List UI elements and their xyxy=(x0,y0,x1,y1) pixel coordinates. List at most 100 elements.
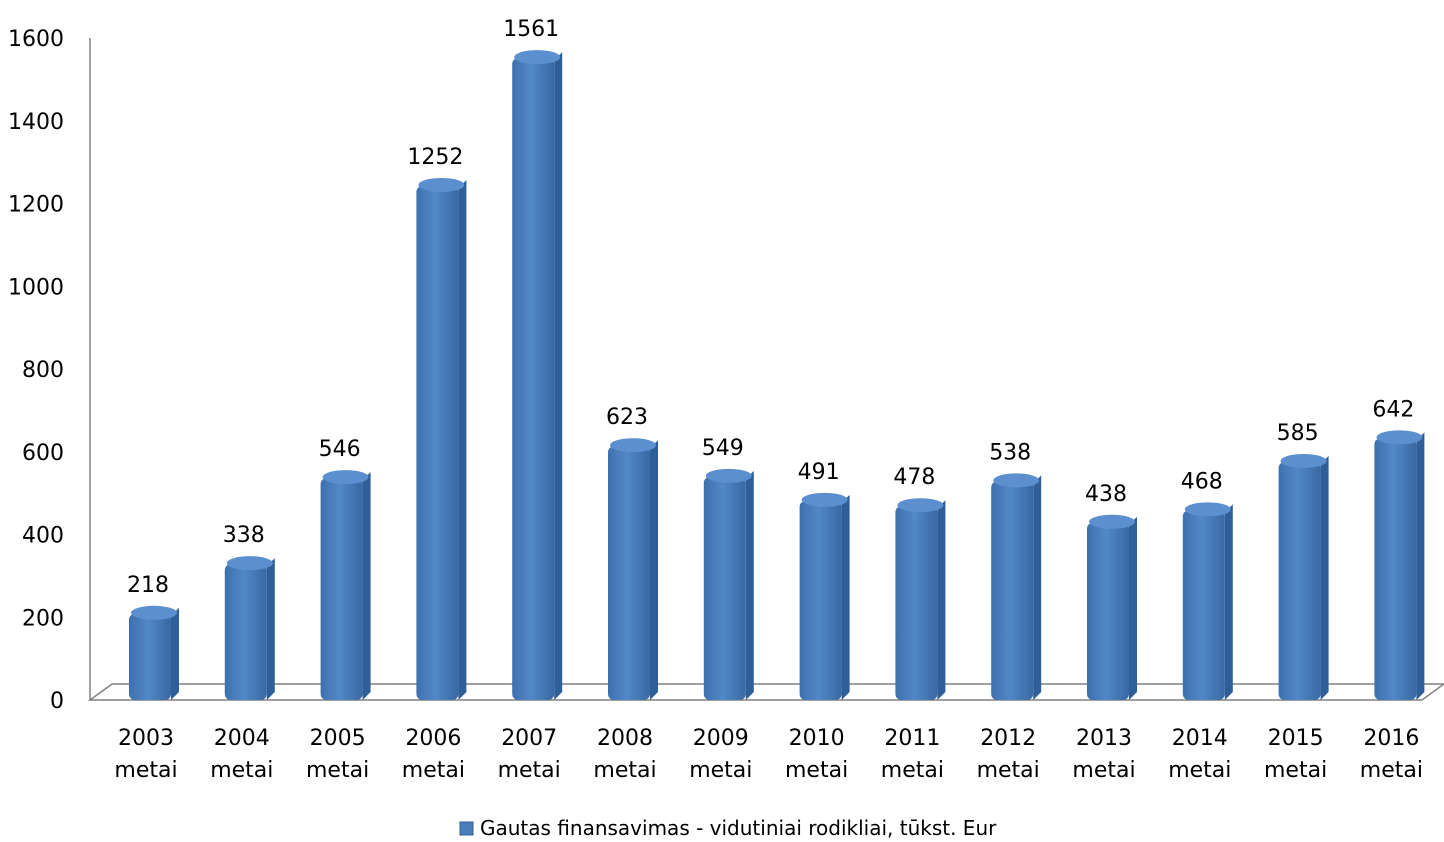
x-tick-label: 2011 metai xyxy=(881,726,944,783)
bar-front xyxy=(416,185,459,701)
bar-top xyxy=(226,556,273,571)
bar-top xyxy=(1280,453,1327,468)
y-tick-label: 1000 xyxy=(8,275,64,300)
bar-front xyxy=(512,58,555,701)
bar-front xyxy=(224,564,267,700)
bar-side xyxy=(1320,455,1329,700)
bar-side xyxy=(841,494,850,700)
bar xyxy=(895,498,946,700)
bar-side xyxy=(937,500,946,700)
bar-top xyxy=(610,438,656,453)
bar-front xyxy=(320,478,363,700)
data-label: 468 xyxy=(1181,469,1223,494)
x-tick-label: 2010 metai xyxy=(785,726,848,783)
y-tick-label: 800 xyxy=(22,358,64,383)
y-tick-label: 0 xyxy=(50,689,64,714)
bar-top xyxy=(1376,430,1423,445)
bar-side xyxy=(458,179,467,701)
data-label: 1561 xyxy=(503,17,559,42)
y-tick-label: 200 xyxy=(22,606,64,631)
bar-top xyxy=(705,468,752,483)
bar-side xyxy=(1129,516,1137,700)
x-tick-label: 2016 metai xyxy=(1360,726,1423,783)
y-tick-label: 1200 xyxy=(8,193,64,218)
bar-side xyxy=(266,558,275,700)
y-tick-label: 600 xyxy=(22,441,64,466)
bar-front xyxy=(1182,510,1225,700)
bar-top xyxy=(514,50,561,65)
x-tick-label: 2009 metai xyxy=(689,726,752,783)
bar-top xyxy=(418,177,465,192)
bar-front xyxy=(1278,461,1321,700)
bar-front xyxy=(991,481,1034,700)
legend-swatch xyxy=(459,821,474,836)
bar-top xyxy=(993,473,1040,488)
bar xyxy=(129,605,179,700)
bar xyxy=(416,177,467,701)
y-tick-label: 1600 xyxy=(8,27,64,52)
data-label: 218 xyxy=(127,573,169,598)
legend: Gautas finansavimas - vidutiniai rodikli… xyxy=(459,816,997,840)
bar xyxy=(224,556,275,700)
floor-plane xyxy=(87,683,1444,701)
y-tick-label: 1400 xyxy=(8,110,64,135)
bar-side xyxy=(745,470,754,700)
axes: 0 200 400 600 800 1000 1200 1400 1600 xyxy=(8,27,1444,714)
bar-side xyxy=(650,440,658,700)
bar-side xyxy=(1416,432,1425,700)
legend-label: Gautas finansavimas - vidutiniai rodikli… xyxy=(480,816,997,840)
data-label: 623 xyxy=(606,405,648,430)
bar xyxy=(991,473,1042,700)
data-label: 478 xyxy=(893,465,935,490)
data-label: 642 xyxy=(1372,397,1414,422)
bar xyxy=(512,50,563,701)
x-tick-label: 2005 metai xyxy=(306,726,369,783)
bar-top xyxy=(1184,502,1231,517)
x-tick-label: 2012 metai xyxy=(977,726,1040,783)
bar-top xyxy=(131,605,177,620)
bar xyxy=(1278,453,1329,700)
data-label: 585 xyxy=(1277,421,1319,446)
bar-front xyxy=(1087,522,1129,700)
x-tick-label: 2007 metai xyxy=(498,726,561,783)
bar-top xyxy=(1089,514,1135,529)
bar-top xyxy=(322,470,369,485)
data-label: 549 xyxy=(702,436,744,461)
x-tick-label: 2003 metai xyxy=(114,726,177,783)
y-tick-label: 400 xyxy=(22,524,64,549)
data-label: 1252 xyxy=(407,145,463,170)
x-tick-label: 2013 metai xyxy=(1072,726,1135,783)
bar-front xyxy=(703,476,746,700)
bar-top xyxy=(897,498,944,513)
x-tick-label: 2015 metai xyxy=(1264,726,1327,783)
bar-front xyxy=(129,613,171,700)
x-tick-label: 2006 metai xyxy=(402,726,465,783)
data-label: 546 xyxy=(319,437,361,462)
bar-side xyxy=(1224,504,1233,700)
data-label: 338 xyxy=(223,523,265,548)
bar xyxy=(703,468,754,700)
data-labels: 218 2003 metai 338 2004 metai 546 2005 metai 1252… xyxy=(114,17,1423,783)
bar xyxy=(799,492,850,700)
bar-side xyxy=(554,52,563,701)
bar-front xyxy=(1374,438,1417,700)
data-label: 438 xyxy=(1085,482,1127,507)
x-tick-label: 2004 metai xyxy=(210,726,273,783)
bar-top xyxy=(801,492,848,507)
data-label: 491 xyxy=(798,460,840,485)
bar-side xyxy=(1033,475,1042,700)
bar-side xyxy=(362,472,371,700)
x-tick-label: 2014 metai xyxy=(1168,726,1231,783)
bar xyxy=(608,438,658,700)
bar-front xyxy=(608,446,650,700)
bar xyxy=(1374,430,1425,700)
x-tick-label: 2008 metai xyxy=(593,726,656,783)
bar-side xyxy=(171,607,179,700)
data-label: 538 xyxy=(989,440,1031,465)
bar xyxy=(1182,502,1233,700)
bar-front xyxy=(895,506,938,700)
bar-front xyxy=(799,500,842,700)
bars xyxy=(129,50,1425,701)
bar xyxy=(320,470,371,700)
